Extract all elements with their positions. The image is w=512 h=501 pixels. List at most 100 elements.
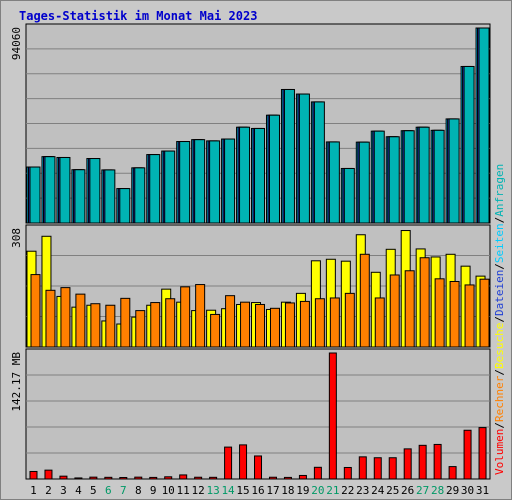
rechner-bar-day-31 <box>479 278 490 348</box>
x-tick-label: 27 <box>416 484 429 497</box>
rechner-bar-day-17 <box>269 307 280 348</box>
rechner-bar-day-7 <box>120 297 131 348</box>
volumen-bar-day-4 <box>74 477 83 480</box>
rechner-bar-day-26 <box>404 270 415 348</box>
seiten-bar-day-26 <box>403 130 415 224</box>
legend-entry: Dateien <box>493 270 506 316</box>
x-tick-label: 6 <box>105 484 112 497</box>
rechner-bar-day-23 <box>359 253 370 348</box>
x-tick-label: 9 <box>150 484 157 497</box>
seiten-bar-day-4 <box>74 169 86 224</box>
seiten-bar-day-18 <box>283 88 295 224</box>
legend-entry: / <box>493 422 506 429</box>
seiten-bar-day-24 <box>373 130 385 224</box>
seiten-bar-day-1 <box>29 166 41 224</box>
requests-axis-max-label: 94060 <box>10 27 23 60</box>
rechner-bar-day-2 <box>45 289 56 348</box>
rechner-bar-day-28 <box>434 278 445 348</box>
x-tick-label: 2 <box>45 484 52 497</box>
legend-entry: Besuche <box>493 323 506 369</box>
requests-panel: 94060 <box>10 23 491 224</box>
rechner-bar-day-11 <box>180 286 191 348</box>
x-tick-label: 22 <box>341 484 354 497</box>
volumen-bar-day-30 <box>463 429 472 480</box>
volumen-bar-day-20 <box>313 466 322 480</box>
seiten-bar-day-19 <box>298 93 310 224</box>
seiten-bar-day-21 <box>328 141 340 224</box>
rechner-bar-day-9 <box>150 302 161 348</box>
rechner-bar-day-6 <box>105 304 116 348</box>
x-tick-label: 20 <box>311 484 324 497</box>
visits-panel: 308 <box>10 224 491 348</box>
volumen-bar-day-16 <box>254 455 263 480</box>
rechner-bar-day-19 <box>299 300 310 348</box>
volumen-bar-day-8 <box>134 476 143 480</box>
rechner-bar-day-1 <box>30 274 41 348</box>
rechner-bar-day-13 <box>210 313 221 348</box>
x-tick-label: 19 <box>296 484 309 497</box>
rechner-bar-day-18 <box>284 302 295 348</box>
seiten-bar-day-29 <box>448 118 460 224</box>
volumen-bar-day-31 <box>478 427 487 480</box>
x-tick-label: 28 <box>431 484 444 497</box>
volumen-bar-day-17 <box>268 476 277 480</box>
rechner-bar-day-24 <box>374 297 385 348</box>
seiten-bar-day-22 <box>343 167 355 224</box>
chart-title: Tages-Statistik im Monat Mai 2023 <box>19 9 257 23</box>
x-tick-label: 30 <box>461 484 474 497</box>
volumen-bar-day-9 <box>149 476 158 480</box>
volumen-bar-day-19 <box>298 474 307 480</box>
volumen-bar-day-21 <box>328 352 337 480</box>
x-tick-label: 13 <box>206 484 219 497</box>
seiten-bar-day-2 <box>44 156 56 224</box>
rechner-bar-day-4 <box>75 293 86 348</box>
x-tick-label: 18 <box>281 484 294 497</box>
seiten-bar-day-9 <box>149 154 161 224</box>
volumen-bar-day-14 <box>224 446 233 480</box>
volumen-bar-day-5 <box>89 476 98 480</box>
rechner-bar-day-10 <box>165 298 176 348</box>
legend-entry: Seiten <box>493 223 506 263</box>
rechner-bar-day-16 <box>255 303 266 348</box>
legend-entry: / <box>493 369 506 376</box>
volumen-bar-day-13 <box>209 476 218 480</box>
series-legend: Volumen/Rechner/Besuche/Dateien/Seiten/A… <box>493 164 506 475</box>
x-tick-label: 3 <box>60 484 67 497</box>
seiten-bar-day-15 <box>239 126 251 224</box>
rechner-bar-day-21 <box>329 297 340 348</box>
volumen-bar-day-6 <box>104 476 113 480</box>
volumen-bar-day-24 <box>373 457 382 480</box>
legend-entry: / <box>493 263 506 270</box>
volumen-bar-day-7 <box>119 476 128 480</box>
seiten-bar-day-17 <box>268 114 280 224</box>
seiten-bar-day-25 <box>388 136 400 224</box>
x-tick-label: 24 <box>371 484 385 497</box>
volumen-bar-day-2 <box>44 469 53 480</box>
volumen-bar-day-12 <box>194 476 203 480</box>
rechner-bar-day-3 <box>60 287 71 348</box>
seiten-bar-day-10 <box>164 150 176 224</box>
volumen-bar-day-11 <box>179 474 188 480</box>
legend-entry: Rechner <box>493 375 506 422</box>
x-tick-label: 7 <box>120 484 127 497</box>
seiten-bar-day-13 <box>209 140 221 224</box>
x-tick-label: 17 <box>266 484 279 497</box>
x-tick-label: 26 <box>401 484 414 497</box>
x-tick-label: 12 <box>192 484 205 497</box>
seiten-bar-day-3 <box>59 156 71 224</box>
volumen-bar-day-27 <box>418 444 427 480</box>
seiten-bar-day-16 <box>254 127 266 224</box>
seiten-bar-day-6 <box>104 169 116 224</box>
rechner-bar-day-20 <box>314 298 325 348</box>
seiten-bar-day-30 <box>463 65 475 224</box>
rechner-bar-day-12 <box>195 284 206 348</box>
rechner-bar-day-8 <box>135 310 146 348</box>
visits-axis-max-label: 308 <box>10 228 23 248</box>
rechner-bar-day-25 <box>389 274 400 348</box>
x-tick-label: 11 <box>177 484 190 497</box>
seiten-bar-day-12 <box>194 139 206 224</box>
x-tick-label: 1 <box>30 484 37 497</box>
x-tick-label: 15 <box>236 484 249 497</box>
